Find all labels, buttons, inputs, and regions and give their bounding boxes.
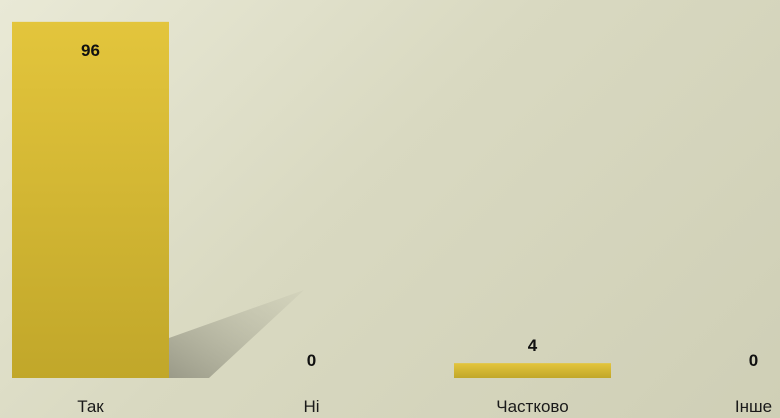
category-label-1: Ні bbox=[303, 397, 319, 416]
bar-0 bbox=[12, 21, 169, 379]
value-label-1: 0 bbox=[307, 351, 316, 370]
bar-shadows bbox=[169, 290, 304, 378]
category-label-2: Частково bbox=[496, 397, 568, 416]
value-label-0: 96 bbox=[81, 41, 100, 60]
value-label-3: 0 bbox=[749, 351, 758, 370]
value-label-2: 4 bbox=[528, 336, 538, 355]
category-label-3: Інше bbox=[735, 397, 772, 416]
bar-2 bbox=[454, 363, 611, 378]
bars bbox=[12, 21, 611, 379]
bar-shadow bbox=[169, 290, 304, 378]
labels: 96 Так 0 Ні 4 Частково 0 Інше bbox=[77, 41, 772, 416]
category-label-0: Так bbox=[77, 397, 104, 416]
